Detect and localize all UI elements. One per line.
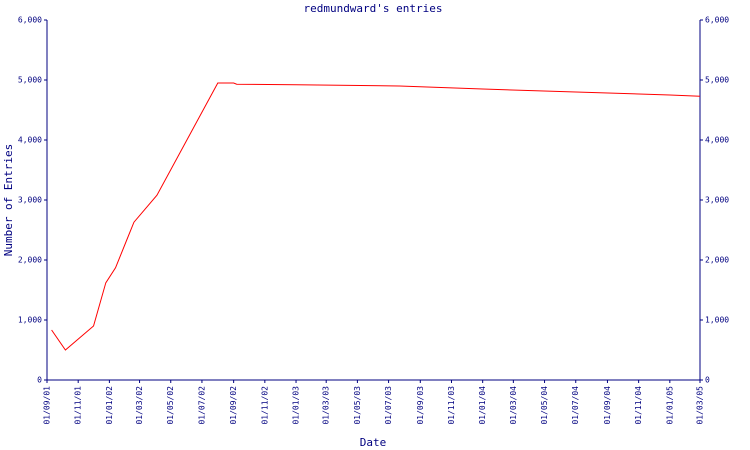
chart-title: redmundward's entries	[303, 2, 442, 15]
x-tick-label: 01/11/04	[634, 386, 643, 425]
x-tick-label: 01/07/02	[197, 386, 206, 425]
x-tick-label: 01/03/03	[322, 386, 331, 425]
y2-tick-label: 2,000	[705, 256, 729, 265]
y-tick-label: 0	[37, 376, 42, 385]
y-axis-label: Number of Entries	[2, 144, 15, 257]
x-tick-label: 01/07/04	[571, 386, 580, 425]
y-tick-label: 2,000	[18, 256, 42, 265]
x-tick-label: 01/01/04	[478, 386, 487, 425]
x-tick-label: 01/09/04	[603, 386, 612, 425]
y2-tick-label: 6,000	[705, 16, 729, 25]
x-tick-label: 01/01/05	[665, 386, 674, 425]
y-tick-label: 3,000	[18, 196, 42, 205]
y-tick-label: 1,000	[18, 316, 42, 325]
y-tick-label: 6,000	[18, 16, 42, 25]
x-tick-label: 01/05/02	[166, 386, 175, 425]
x-axis-label: Date	[360, 436, 387, 449]
x-tick-label: 01/11/01	[74, 386, 83, 425]
y2-tick-label: 3,000	[705, 196, 729, 205]
x-tick-label: 01/07/03	[384, 386, 393, 425]
x-tick-label: 01/09/01	[43, 386, 52, 425]
x-tick-label: 01/01/02	[105, 386, 114, 425]
y2-tick-label: 1,000	[705, 316, 729, 325]
y-tick-label: 4,000	[18, 136, 42, 145]
x-tick-label: 01/09/02	[229, 386, 238, 425]
data-line	[51, 82, 701, 351]
x-tick-label: 01/03/02	[135, 386, 144, 425]
x-tick-label: 01/05/03	[353, 386, 362, 425]
x-tick-label: 01/05/04	[540, 386, 549, 425]
x-tick-label: 01/01/03	[292, 386, 301, 425]
y2-tick-label: 5,000	[705, 76, 729, 85]
x-tick-label: 01/03/04	[509, 386, 518, 425]
y-tick-label: 5,000	[18, 76, 42, 85]
x-tick-label: 01/09/03	[416, 386, 425, 425]
y2-tick-label: 4,000	[705, 136, 729, 145]
x-tick-label: 01/03/05	[696, 386, 705, 425]
x-tick-label: 01/11/03	[447, 386, 456, 425]
y2-tick-label: 0	[705, 376, 710, 385]
x-tick-label: 01/11/02	[260, 386, 269, 425]
